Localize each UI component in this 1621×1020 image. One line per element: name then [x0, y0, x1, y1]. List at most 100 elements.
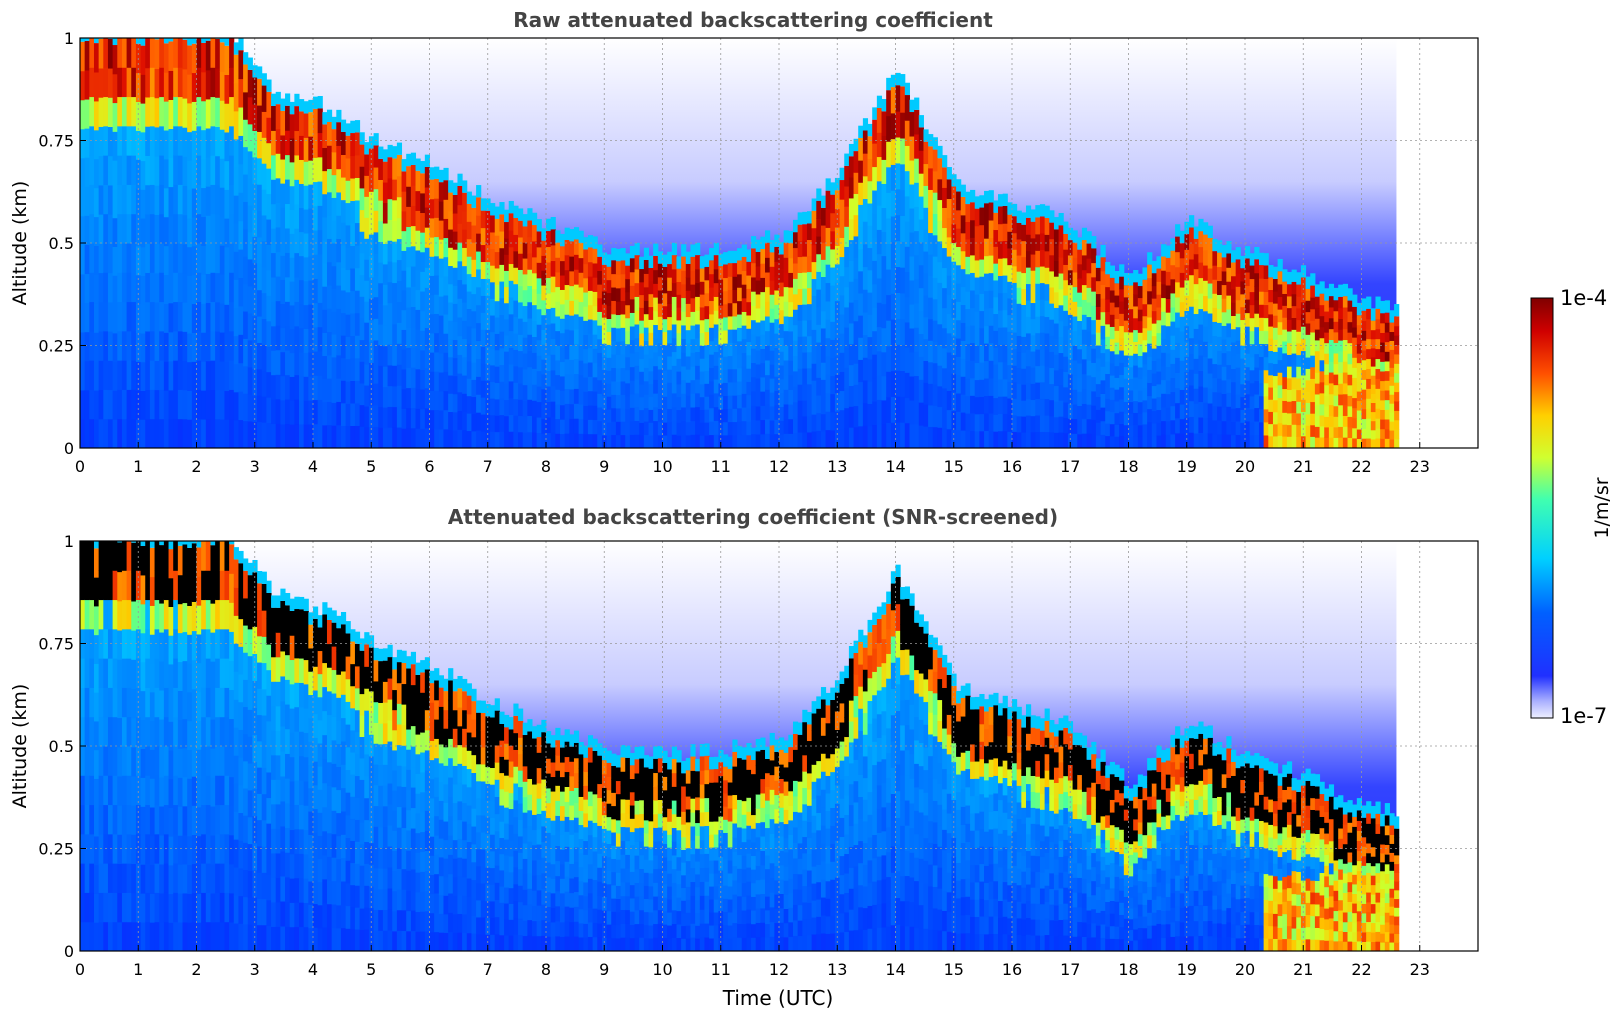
heatmap-cell: [527, 334, 533, 352]
heatmap-cell: [93, 390, 100, 420]
heatmap-cell: [881, 303, 887, 329]
heatmap-cell: [1030, 209, 1036, 222]
heatmap-cell: [457, 410, 463, 430]
heatmap-cell: [1375, 388, 1381, 399]
heatmap-cell: [713, 379, 719, 394]
heatmap-cell: [1324, 353, 1330, 365]
heatmap-cell: [326, 168, 333, 193]
heatmap-cell: [140, 246, 146, 277]
heatmap-cell: [1161, 283, 1167, 299]
heatmap-cell: [639, 269, 645, 283]
heatmap-cell: [359, 252, 365, 276]
heatmap-cell: [834, 337, 841, 357]
heatmap-cell: [1170, 250, 1176, 266]
heatmap-cell: [592, 405, 598, 421]
heatmap-cell: [140, 275, 146, 305]
heatmap-cell: [401, 408, 407, 429]
heatmap-cell: [257, 368, 263, 396]
heatmap-cell: [946, 179, 952, 199]
heatmap-cell: [112, 541, 118, 571]
heatmap-cell: [289, 209, 295, 234]
heatmap-cell: [84, 687, 90, 718]
heatmap-cell: [779, 323, 785, 338]
heatmap-cell: [965, 360, 971, 379]
heatmap-column: [853, 138, 859, 449]
heatmap-cell: [587, 405, 594, 420]
heatmap-cell: [825, 411, 831, 431]
heatmap-cell: [452, 303, 458, 322]
heatmap-cell: [285, 399, 291, 425]
heatmap-cell: [424, 307, 430, 329]
heatmap-cell: [462, 338, 468, 358]
heatmap-cell: [625, 253, 631, 266]
heatmap-cell: [1263, 253, 1269, 266]
heatmap-cell: [121, 389, 128, 420]
heatmap-cell: [965, 308, 971, 327]
heatmap-cell: [937, 282, 943, 304]
heatmap-cell: [471, 259, 477, 277]
heatmap-cell: [308, 424, 314, 449]
heatmap-cell: [247, 177, 253, 206]
heatmap-cell: [625, 343, 631, 358]
heatmap-cell: [587, 319, 594, 334]
heatmap-cell: [163, 245, 170, 276]
heatmap-cell: [848, 281, 855, 303]
heatmap-cell: [1245, 353, 1251, 368]
heatmap-cell: [937, 178, 943, 201]
heatmap-cell: [396, 217, 403, 240]
heatmap-cell: [937, 240, 943, 263]
heatmap-cell: [1221, 366, 1227, 381]
heatmap-cell: [163, 863, 170, 893]
heatmap-cell: [98, 184, 104, 215]
heatmap-column: [792, 219, 799, 449]
heatmap-cell: [1319, 281, 1325, 294]
heatmap-cell: [1105, 286, 1111, 300]
heatmap-cell: [1277, 422, 1283, 436]
heatmap-column: [420, 160, 426, 449]
heatmap-cell: [415, 170, 421, 192]
heatmap-cell: [1109, 435, 1116, 449]
heatmap-cell: [1263, 317, 1269, 332]
heatmap-cell: [858, 137, 864, 161]
heatmap-cell: [1235, 286, 1241, 301]
heatmap-cell: [126, 301, 132, 332]
heatmap-cell: [699, 332, 705, 346]
heatmap-cell: [112, 419, 118, 449]
heatmap-cell: [313, 230, 319, 255]
heatmap-cell: [960, 412, 966, 431]
heatmap-cell: [117, 125, 123, 156]
heatmap-cell: [1328, 306, 1335, 319]
heatmap-cell: [247, 57, 253, 70]
heatmap-cell: [1356, 315, 1362, 326]
heatmap-cell: [900, 241, 906, 268]
heatmap-cell: [886, 141, 892, 168]
heatmap-column: [340, 119, 347, 449]
heatmap-cell: [844, 165, 850, 187]
heatmap-cell: [797, 288, 803, 305]
heatmap-cell: [1058, 416, 1064, 433]
heatmap-cell: [182, 541, 188, 545]
heatmap-cell: [1189, 274, 1195, 291]
heatmap-cell: [820, 293, 827, 312]
heatmap-cell: [713, 365, 719, 380]
heatmap-cell: [1086, 418, 1092, 434]
heatmap-cell: [918, 356, 924, 380]
heatmap-cell: [466, 343, 472, 362]
heatmap-cell: [839, 409, 845, 430]
heatmap-cell: [303, 328, 309, 353]
heatmap-cell: [625, 317, 631, 332]
heatmap-cell: [690, 393, 696, 408]
heatmap-cell: [1184, 234, 1190, 250]
heatmap-cell: [103, 892, 109, 923]
heatmap-cell: [299, 135, 305, 160]
heatmap-cell: [1384, 428, 1390, 439]
heatmap-cell: [163, 187, 170, 218]
heatmap-cell: [555, 403, 561, 420]
heatmap-cell: [303, 232, 309, 258]
heatmap-cell: [713, 406, 719, 421]
heatmap-cell: [401, 309, 407, 330]
heatmap-column: [685, 251, 691, 449]
heatmap-cell: [1077, 277, 1083, 293]
heatmap-cell: [429, 275, 435, 296]
heatmap-cell: [1324, 384, 1330, 396]
